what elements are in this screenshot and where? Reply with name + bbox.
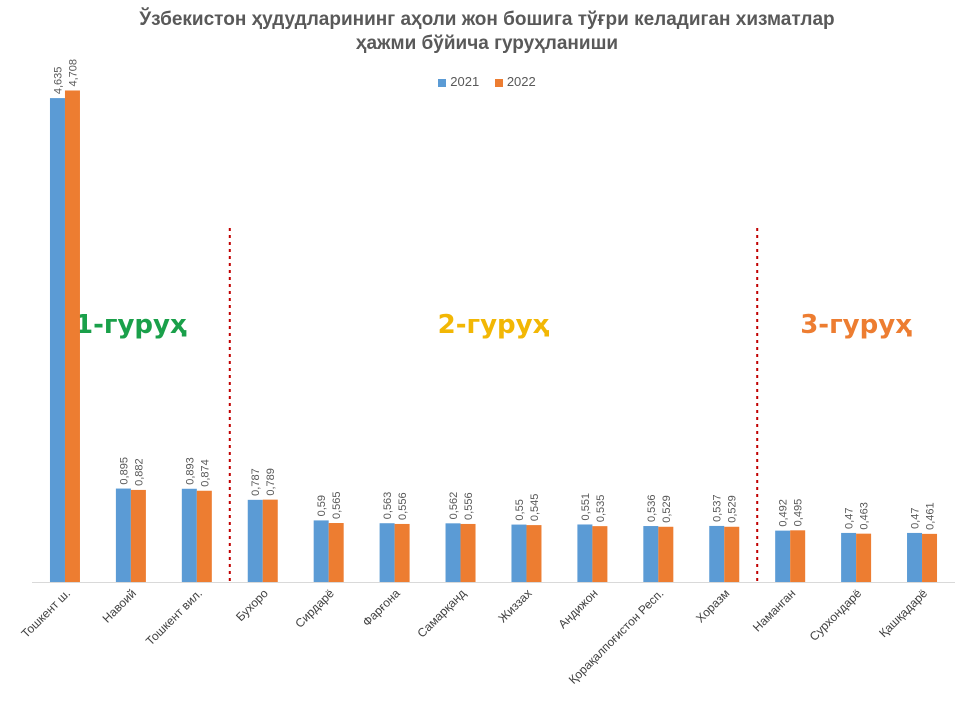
bar-2021-3 [181, 488, 197, 582]
bar-2022-11 [724, 526, 740, 582]
data-label-2022-5: 0,565 [331, 491, 343, 519]
category-label-8: Жиззах [495, 586, 534, 625]
legend-item-2022: 2022 [494, 74, 536, 89]
category-label-9: Андижон [555, 586, 600, 631]
bar-2022-3 [196, 490, 212, 582]
legend-label-2021: 2021 [450, 74, 480, 89]
bar-2022-2 [130, 489, 146, 582]
legend-swatch-2021 [438, 78, 447, 87]
category-label-5: Сирдарё [292, 586, 337, 631]
data-label-2021-11: 0,537 [712, 494, 724, 522]
group-label-2: 2-гуруҳ [438, 310, 550, 340]
data-label-2022-7: 0,556 [463, 492, 475, 520]
data-label-2022-14: 0,461 [925, 502, 937, 530]
bar-2021-2 [115, 488, 131, 582]
category-label-6: Фарғона [360, 586, 403, 629]
category-label-7: Самарқанд [414, 586, 468, 640]
bar-2022-4 [262, 499, 278, 582]
data-label-2021-13: 0,47 [844, 508, 856, 529]
chart-title: Ўзбекистон ҳудудларининг аҳоли жон бошиг… [0, 8, 974, 56]
bar-2021-9 [577, 524, 593, 582]
chart-title-line2: ҳажми бўйича гуруҳланиши [355, 33, 619, 54]
bar-2022-1 [64, 90, 80, 582]
data-label-2021-7: 0,562 [448, 492, 460, 520]
data-label-2021-3: 0,893 [184, 457, 196, 485]
bar-2022-10 [658, 526, 674, 582]
data-label-2022-3: 0,874 [199, 459, 211, 487]
data-label-2021-10: 0,536 [646, 495, 658, 523]
category-label-11: Хоразм [693, 586, 732, 625]
bar-2021-12 [775, 530, 791, 582]
data-label-2022-1: 4,708 [67, 59, 79, 87]
legend-swatch-2022 [494, 78, 503, 87]
bar-2021-4 [247, 499, 263, 582]
category-label-3: Тошкент вил. [143, 586, 205, 648]
bar-2021-6 [379, 523, 395, 582]
bar-2022-13 [856, 533, 872, 582]
data-label-2021-8: 0,55 [514, 499, 526, 520]
legend-label-2022: 2022 [506, 74, 536, 89]
group-label-3: 3-гуруҳ [800, 310, 912, 340]
bar-2021-13 [841, 532, 857, 582]
data-label-2022-13: 0,463 [859, 502, 871, 530]
data-label-2021-6: 0,563 [382, 492, 394, 520]
bar-2021-11 [709, 525, 725, 582]
bar-2021-8 [511, 524, 527, 582]
bar-2022-8 [526, 525, 542, 582]
data-label-2021-1: 4,635 [52, 67, 64, 95]
category-label-4: Бухоро [233, 586, 271, 624]
data-label-2021-4: 0,787 [250, 468, 262, 496]
category-label-1: Тошкент ш. [19, 586, 74, 641]
data-label-2021-9: 0,551 [580, 493, 592, 521]
data-label-2022-6: 0,556 [397, 492, 409, 520]
group-label-1: 1-гуруҳ [75, 310, 187, 340]
bar-2022-14 [922, 533, 938, 582]
data-label-2021-14: 0,47 [910, 508, 922, 529]
bar-2022-5 [328, 523, 344, 582]
data-label-2021-5: 0,59 [316, 495, 328, 516]
data-label-2022-9: 0,535 [595, 495, 607, 523]
category-label-2: Навоий [100, 586, 139, 625]
data-label-2021-2: 0,895 [118, 457, 130, 485]
chart-title-line1: Ўзбекистон ҳудудларининг аҳоли жон бошиг… [139, 9, 835, 30]
data-label-2022-11: 0,529 [727, 495, 739, 523]
legend-item-2021: 2021 [438, 74, 479, 89]
data-label-2021-12: 0,492 [778, 499, 790, 527]
bar-2022-9 [592, 526, 608, 582]
bar-2021-10 [643, 526, 659, 582]
data-label-2022-10: 0,529 [661, 495, 673, 523]
data-label-2022-2: 0,882 [133, 458, 145, 486]
bar-2021-1 [49, 98, 65, 582]
bar-2021-5 [313, 520, 329, 582]
data-label-2022-8: 0,545 [529, 494, 541, 522]
bar-2021-7 [445, 523, 461, 582]
bar-2021-14 [907, 532, 923, 582]
category-label-13: Сурхондарё [807, 586, 865, 644]
legend: 2021 2022 [0, 74, 974, 89]
category-label-14: Қашқадарё [876, 586, 930, 640]
bar-2022-12 [790, 530, 806, 582]
bar-2022-6 [394, 523, 410, 582]
bar-2022-7 [460, 523, 476, 582]
category-label-12: Наманган [750, 586, 798, 634]
data-label-2022-4: 0,789 [265, 468, 277, 496]
data-label-2022-12: 0,495 [793, 499, 805, 527]
